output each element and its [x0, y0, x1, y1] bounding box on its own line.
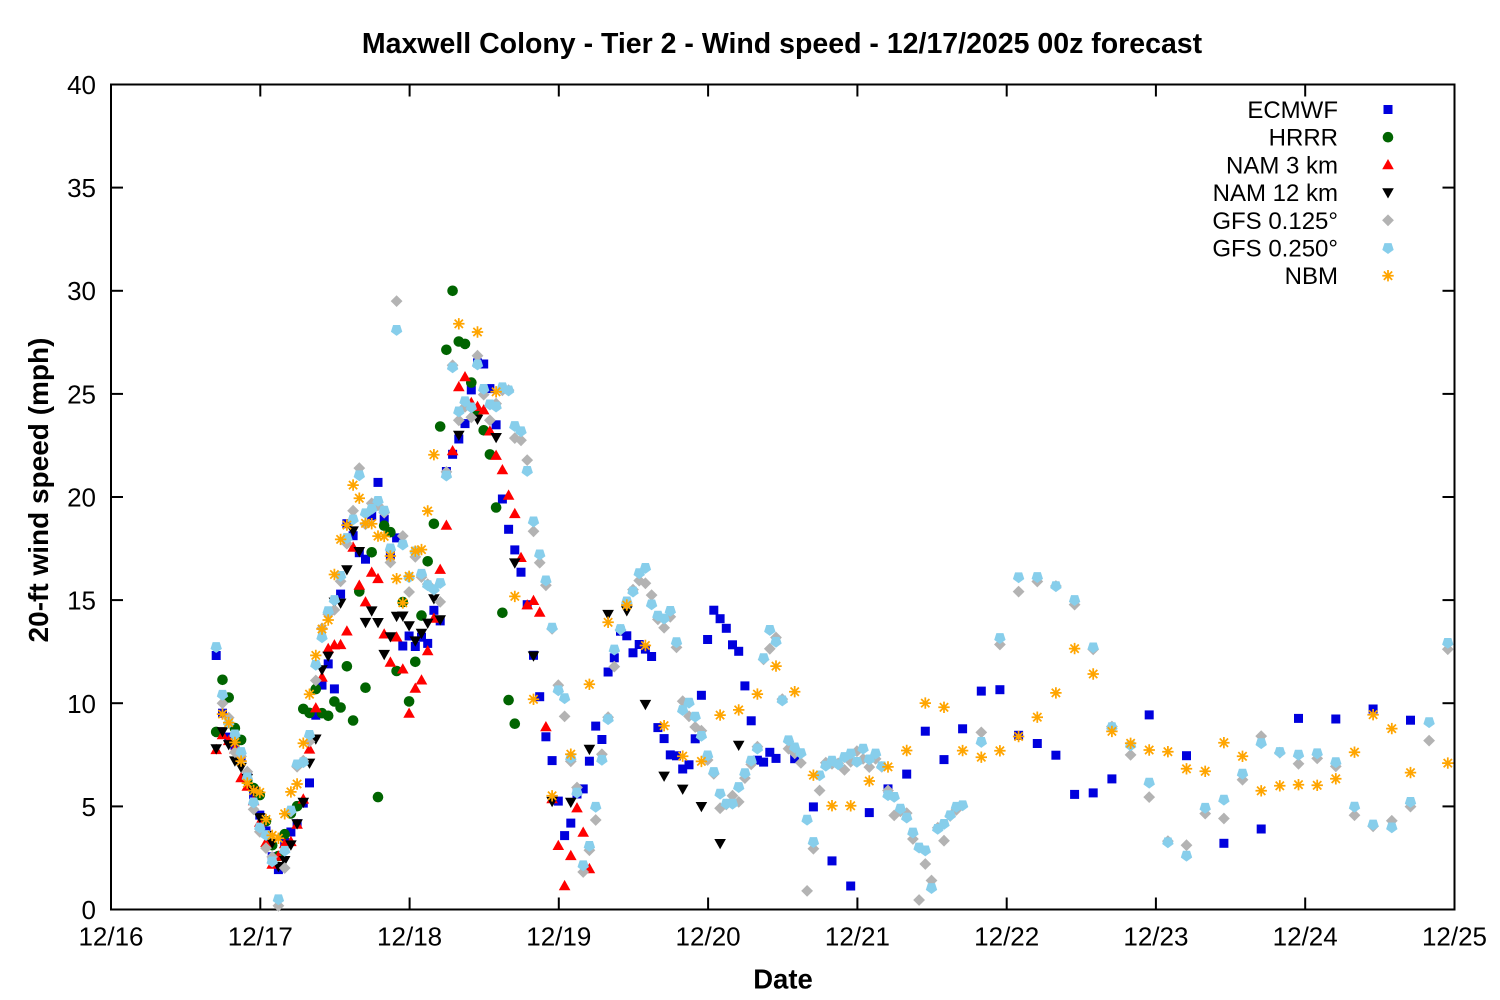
svg-text:20-ft wind speed (mph): 20-ft wind speed (mph) [23, 338, 54, 643]
svg-text:25: 25 [67, 379, 96, 409]
svg-text:ECMWF: ECMWF [1247, 97, 1338, 124]
svg-text:12/22: 12/22 [974, 922, 1039, 952]
svg-text:HRRR: HRRR [1269, 125, 1338, 152]
svg-text:12/23: 12/23 [1123, 922, 1188, 952]
svg-text:10: 10 [67, 689, 96, 719]
svg-text:5: 5 [82, 792, 96, 822]
svg-text:12/20: 12/20 [676, 922, 741, 952]
svg-text:35: 35 [67, 173, 96, 203]
svg-text:15: 15 [67, 586, 96, 616]
svg-text:12/21: 12/21 [825, 922, 890, 952]
svg-text:NAM 12 km: NAM 12 km [1213, 180, 1338, 207]
svg-text:NBM: NBM [1285, 263, 1338, 290]
svg-text:12/19: 12/19 [526, 922, 591, 952]
svg-text:12/25: 12/25 [1422, 922, 1487, 952]
svg-text:Date: Date [753, 964, 813, 995]
svg-text:30: 30 [67, 276, 96, 306]
svg-text:12/16: 12/16 [78, 922, 143, 952]
svg-text:12/24: 12/24 [1273, 922, 1338, 952]
svg-text:0: 0 [82, 895, 96, 925]
svg-text:20: 20 [67, 483, 96, 513]
svg-text:NAM 3 km: NAM 3 km [1226, 152, 1338, 179]
svg-text:Maxwell Colony - Tier 2 - Wind: Maxwell Colony - Tier 2 - Wind speed - 1… [362, 28, 1203, 60]
svg-text:GFS 0.250°: GFS 0.250° [1212, 236, 1338, 263]
svg-text:40: 40 [67, 70, 96, 100]
svg-text:12/17: 12/17 [228, 922, 293, 952]
svg-text:GFS 0.125°: GFS 0.125° [1212, 208, 1338, 235]
svg-text:12/18: 12/18 [377, 922, 442, 952]
